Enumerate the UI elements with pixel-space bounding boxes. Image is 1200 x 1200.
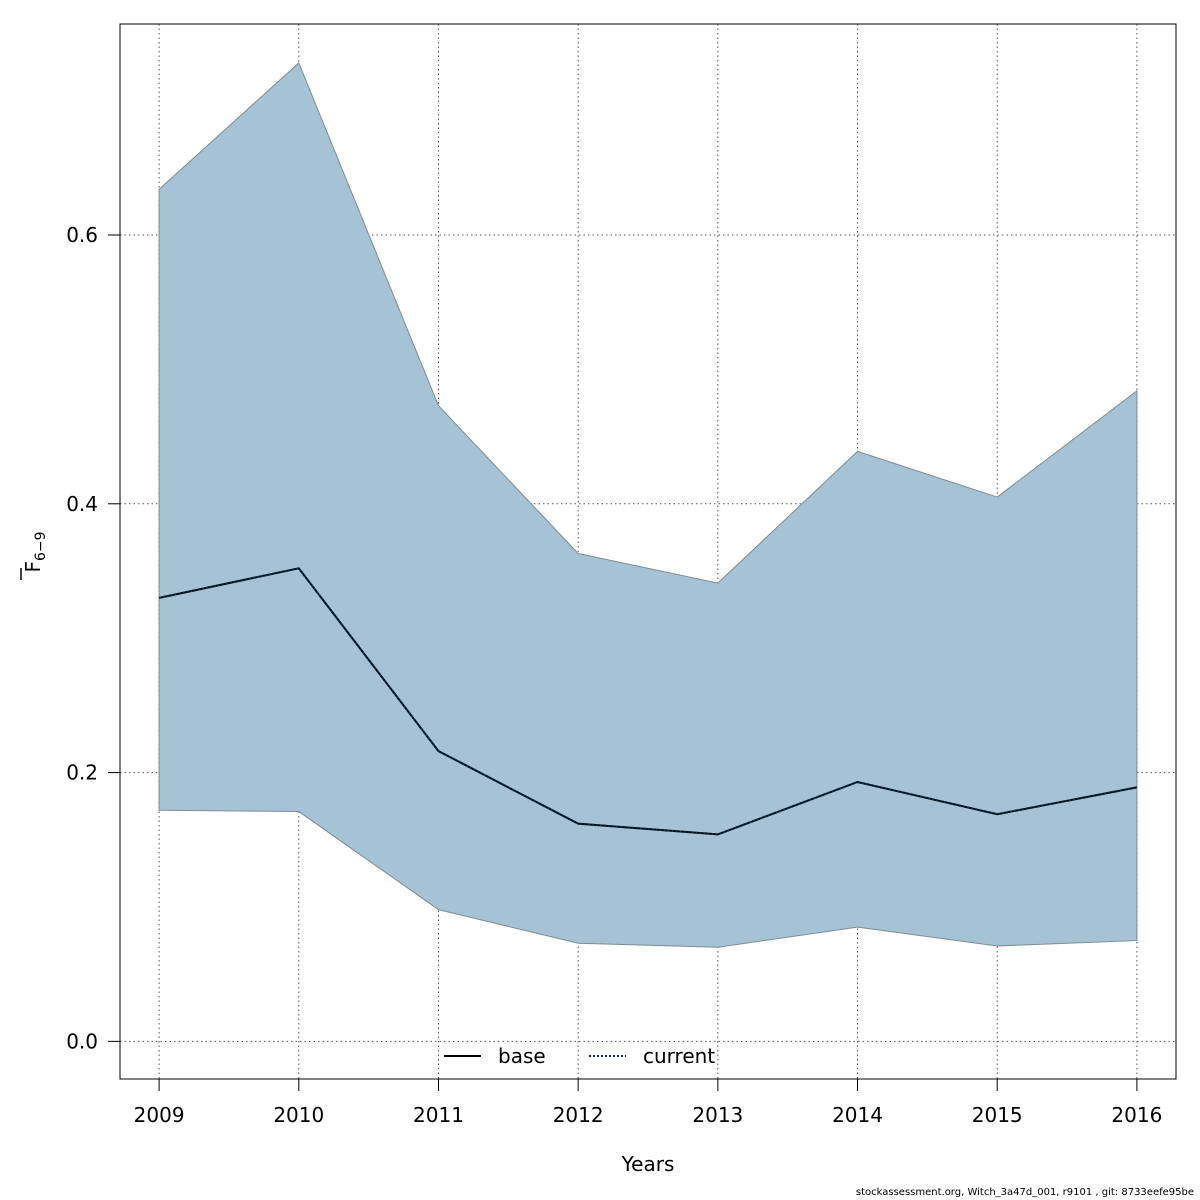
confidence-band — [158, 62, 1138, 948]
x-tick-label: 2010 — [273, 1103, 324, 1127]
x-tick-label: 2016 — [1111, 1103, 1162, 1127]
y-axis-title-main: F — [21, 561, 45, 573]
legend: base current — [444, 1044, 715, 1068]
footer-note: stockassessment.org, Witch_3a47d_001, r9… — [855, 1187, 1194, 1198]
series-lines — [158, 567, 1138, 836]
x-tick-label: 2015 — [972, 1103, 1023, 1127]
y-axis-title: F6−9 — [20, 531, 49, 580]
y-axis-title-subscript: 6−9 — [33, 531, 49, 561]
legend-label-current: current — [643, 1044, 715, 1068]
y-axis: 0.0 0.2 0.4 0.6 — [66, 223, 121, 1053]
x-axis: 2009 2010 2011 2012 2013 2014 2015 2016 — [134, 1078, 1162, 1127]
y-tick-label: 0.2 — [66, 761, 98, 785]
x-tick-label: 2012 — [553, 1103, 604, 1127]
y-tick-label: 0.4 — [66, 492, 98, 516]
x-tick-label: 2013 — [692, 1103, 743, 1127]
y-tick-label: 0.6 — [66, 223, 98, 247]
svg-text:F6−9: F6−9 — [21, 531, 49, 572]
x-axis-title: Years — [621, 1152, 675, 1176]
x-tick-label: 2009 — [134, 1103, 185, 1127]
y-tick-label: 0.0 — [66, 1029, 98, 1053]
confidence-band-area — [158, 62, 1138, 948]
series-line-current — [158, 567, 1138, 836]
legend-label-base: base — [498, 1044, 546, 1068]
x-tick-label: 2011 — [413, 1103, 464, 1127]
x-tick-label: 2014 — [832, 1103, 883, 1127]
